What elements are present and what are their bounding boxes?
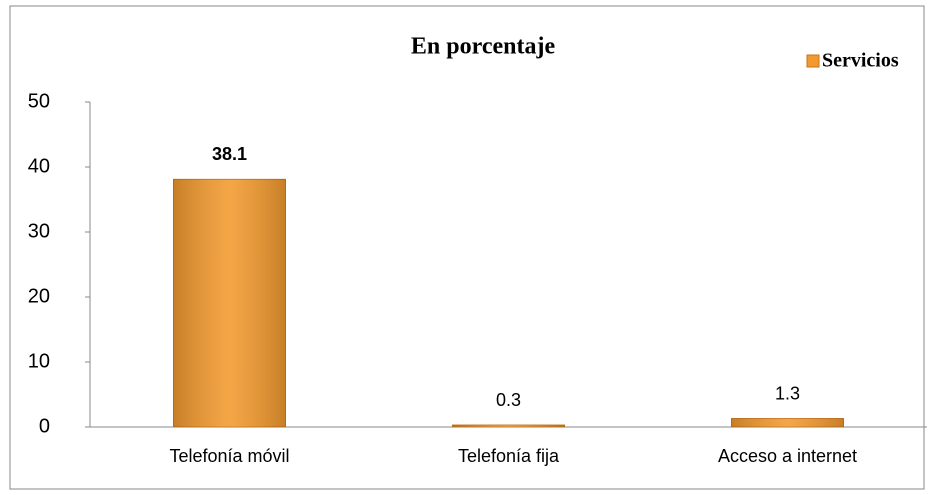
chart-title: En porcentaje [411,34,556,60]
value-label: 1.3 [775,383,800,403]
y-tick-label: 30 [28,220,50,242]
bar-shade [731,418,844,427]
x-tick-label: Acceso a internet [718,446,857,466]
x-tick-label: Telefonía fija [458,446,560,466]
legend-swatch [806,54,820,68]
legend-label: Servicios [822,50,899,72]
y-tick-label: 20 [28,285,50,307]
bar-shade [173,179,286,427]
y-tick-label: 10 [28,350,50,372]
value-label: 38.1 [212,144,247,164]
x-tick-label: Telefonía móvil [169,446,289,466]
y-tick-label: 0 [39,415,50,437]
value-label: 0.3 [496,390,521,410]
y-tick-label: 50 [28,90,50,112]
bar-shade [452,425,565,427]
y-tick-label: 40 [28,155,50,177]
chart-frame [9,5,925,490]
